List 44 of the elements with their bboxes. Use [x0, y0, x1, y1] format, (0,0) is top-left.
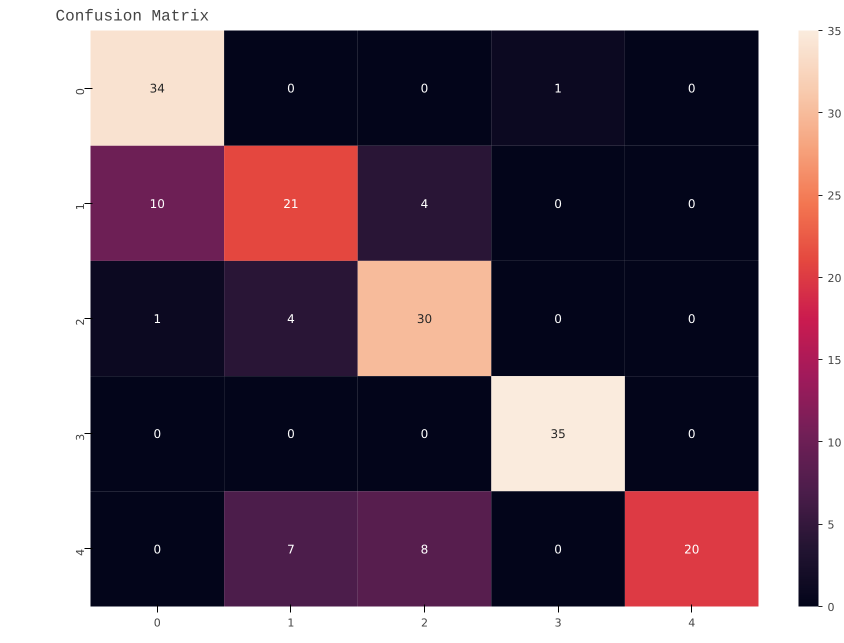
data-label: 0: [153, 427, 162, 442]
x-tick-label: 4: [688, 616, 696, 630]
y-tick-label: 3: [74, 434, 87, 441]
data-label: 0: [420, 82, 428, 96]
color-bar-label: 10: [828, 436, 842, 450]
data-label: 0: [153, 542, 162, 556]
data-label: 0: [554, 542, 562, 556]
data-label: 0: [420, 427, 428, 442]
x-tick-label: 1: [287, 616, 294, 630]
y-tick-label: 2: [74, 318, 87, 326]
color-bar-label: 5: [828, 518, 834, 532]
color-bar-label: 0: [828, 601, 834, 614]
y-tick-label: 0: [74, 88, 87, 96]
data-label: 4: [420, 196, 428, 211]
data-label: 1: [153, 312, 162, 326]
color-bar-label: 25: [828, 190, 842, 203]
data-label: 0: [287, 82, 295, 96]
data-label: 1: [554, 82, 562, 96]
data-label: 0: [554, 312, 562, 326]
chart-title: Confusion Matrix: [56, 8, 210, 26]
data-label: 35: [550, 427, 566, 442]
data-label: 8: [420, 542, 428, 556]
data-label: 34: [150, 82, 165, 96]
data-label: 0: [287, 427, 295, 442]
x-tick-label: 3: [554, 616, 562, 630]
data-label: 0: [554, 196, 562, 211]
color-bar-label: 15: [828, 354, 842, 368]
data-label: 20: [684, 542, 700, 556]
data-label: 10: [150, 196, 165, 211]
color-bar-label: 35: [828, 25, 842, 38]
color-bar-label: 30: [828, 107, 842, 120]
data-label: 30: [416, 312, 432, 326]
x-tick-label: 0: [154, 616, 161, 630]
data-label: 21: [283, 196, 299, 211]
data-label: 0: [688, 312, 696, 326]
data-label: 0: [688, 196, 696, 211]
y-tick-label: 1: [74, 203, 87, 210]
data-label: 4: [287, 312, 295, 326]
color-bar-label: 20: [828, 272, 842, 285]
data-label: 0: [688, 427, 696, 442]
y-tick-label: 4: [74, 548, 87, 556]
x-tick-label: 2: [421, 616, 428, 630]
data-label: 7: [287, 542, 295, 556]
data-label: 0: [688, 82, 696, 96]
